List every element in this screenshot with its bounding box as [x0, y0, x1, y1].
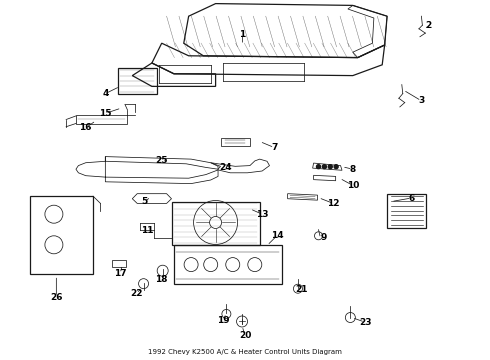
Circle shape: [317, 165, 320, 169]
Circle shape: [328, 165, 332, 169]
Text: 2: 2: [426, 21, 432, 30]
Text: 23: 23: [359, 318, 371, 327]
Text: 1992 Chevy K2500 A/C & Heater Control Units Diagram: 1992 Chevy K2500 A/C & Heater Control Un…: [148, 349, 342, 355]
Circle shape: [334, 165, 338, 169]
Text: 5: 5: [142, 197, 147, 206]
Text: 7: 7: [271, 143, 278, 152]
Text: 9: 9: [320, 233, 327, 242]
Text: 15: 15: [99, 109, 112, 118]
Circle shape: [322, 165, 326, 169]
Text: 14: 14: [270, 231, 283, 240]
Text: 16: 16: [79, 123, 92, 132]
Text: 11: 11: [141, 226, 153, 235]
Text: 3: 3: [418, 96, 424, 105]
Text: 6: 6: [409, 194, 415, 202]
Text: 1: 1: [240, 30, 245, 39]
Text: 25: 25: [155, 156, 168, 165]
Text: 8: 8: [350, 165, 356, 174]
Text: 17: 17: [114, 269, 126, 278]
Text: 12: 12: [327, 199, 340, 208]
Text: 10: 10: [346, 181, 359, 190]
Text: 20: 20: [239, 331, 251, 340]
Text: 26: 26: [50, 292, 63, 302]
Text: 4: 4: [102, 89, 109, 98]
Text: 18: 18: [155, 274, 168, 284]
Text: 19: 19: [217, 316, 229, 325]
Text: 21: 21: [295, 285, 308, 294]
Text: 13: 13: [256, 210, 269, 219]
Text: 24: 24: [219, 163, 232, 172]
Text: 22: 22: [130, 289, 143, 298]
